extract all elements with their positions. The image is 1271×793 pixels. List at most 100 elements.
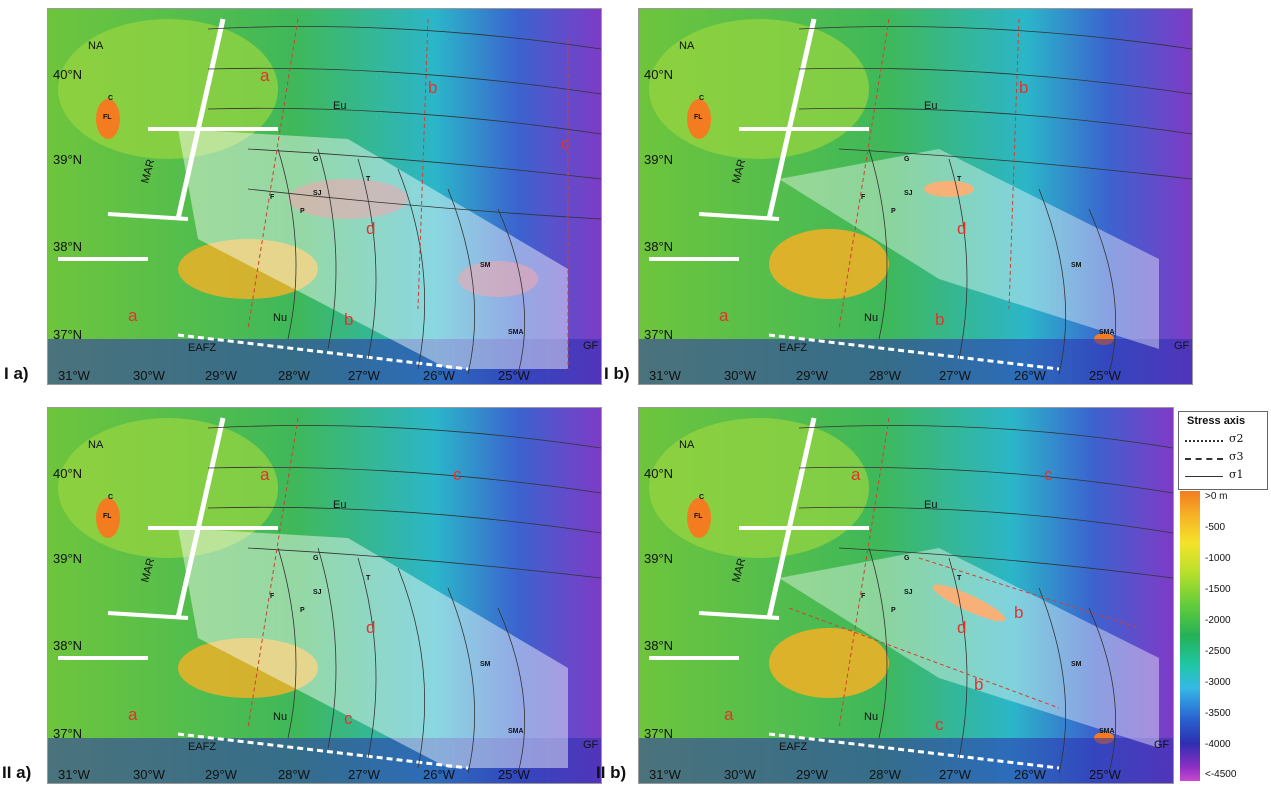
plate-label-eu: Eu <box>924 499 937 511</box>
zone-label: a <box>719 306 729 325</box>
lon-label: 27°W <box>939 368 972 383</box>
colorbar-tick: -1500 <box>1205 584 1231 595</box>
zone-label: c <box>561 134 570 153</box>
panel-label-iia: II a) <box>2 763 32 782</box>
island-label: G <box>904 555 910 562</box>
island-label: FL <box>103 513 112 520</box>
island-label: C <box>699 95 704 102</box>
stress-axis-legend: Stress axis σ2 σ3 σ1 <box>1178 411 1268 490</box>
plate-label-eu: Eu <box>924 100 937 112</box>
island-label: P <box>891 208 896 215</box>
lon-label: 31°W <box>58 368 91 383</box>
island-label: C <box>108 494 113 501</box>
feature-label-eafz: EAFZ <box>779 741 807 753</box>
map-panel-ia: 31°W 30°W 29°W 28°W 27°W 26°W 25°W 40°N … <box>47 8 602 385</box>
island-label: G <box>313 555 319 562</box>
island-label: F <box>861 194 866 201</box>
island-label: SMA <box>1099 728 1115 735</box>
lon-label: 26°W <box>423 368 456 383</box>
lon-label: 31°W <box>58 767 91 782</box>
island-label: SM <box>1071 661 1082 668</box>
lon-label: 31°W <box>649 368 682 383</box>
island-label: T <box>366 176 371 183</box>
legend-item-sigma3: σ3 <box>1185 450 1261 466</box>
lon-label: 30°W <box>133 368 166 383</box>
lon-label: 25°W <box>498 767 531 782</box>
zone-label: b <box>1014 603 1023 622</box>
zone-label: b <box>1019 78 1028 97</box>
bathymetry-map: 31°W 30°W 29°W 28°W 27°W 26°W 25°W 40°N … <box>639 9 1192 384</box>
lon-label: 29°W <box>796 767 829 782</box>
lon-label: 25°W <box>1089 368 1122 383</box>
colorbar-tick: -3000 <box>1205 677 1231 688</box>
island-label: P <box>300 208 305 215</box>
lon-label: 26°W <box>1014 368 1047 383</box>
zone-label: d <box>366 219 375 238</box>
plate-label-nu: Nu <box>864 312 878 324</box>
zone-label: a <box>128 705 138 724</box>
panel-label-ia: I a) <box>4 364 29 383</box>
island-label: C <box>108 95 113 102</box>
legend-symbol: σ1 <box>1229 468 1244 481</box>
lat-label: 40°N <box>53 466 82 481</box>
lon-label: 28°W <box>278 767 311 782</box>
feature-label-eafz: EAFZ <box>188 741 216 753</box>
lon-label: 28°W <box>278 368 311 383</box>
lon-label: 25°W <box>1089 767 1122 782</box>
feature-label-eafz: EAFZ <box>779 342 807 354</box>
feature-label-gf: GF <box>583 739 599 751</box>
plate-label-na: NA <box>679 40 695 52</box>
island-label: F <box>270 194 275 201</box>
zone-label: d <box>366 618 375 637</box>
island-label: SMA <box>1099 329 1115 336</box>
panel-label-ib: I b) <box>604 364 630 383</box>
colorbar-tick: >0 m <box>1205 491 1228 502</box>
lon-label: 30°W <box>133 767 166 782</box>
lat-label: 37°N <box>644 726 673 741</box>
island-label: F <box>861 593 866 600</box>
colorbar-tick: -500 <box>1205 522 1226 533</box>
lon-label: 25°W <box>498 368 531 383</box>
island-label: SJ <box>313 589 322 596</box>
island-label: SM <box>480 262 491 269</box>
island-label: G <box>904 156 910 163</box>
lon-label: 27°W <box>348 767 381 782</box>
dashed-line-icon <box>1185 458 1223 460</box>
zone-label: d <box>957 618 966 637</box>
dotted-line-icon <box>1185 440 1223 442</box>
zone-label: a <box>260 66 270 85</box>
zone-label: b <box>344 310 353 329</box>
island-label: T <box>957 176 962 183</box>
lat-label: 37°N <box>644 327 673 342</box>
lat-label: 38°N <box>53 638 82 653</box>
map-panel-ib: 31°W 30°W 29°W 28°W 27°W 26°W 25°W 40°N … <box>638 8 1193 385</box>
lon-label: 29°W <box>796 368 829 383</box>
island-label: G <box>313 156 319 163</box>
island-label: SMA <box>508 728 524 735</box>
legend-item-sigma1: σ1 <box>1185 468 1261 484</box>
island-label: F <box>270 593 275 600</box>
zone-label: b <box>935 310 944 329</box>
island-label: SMA <box>508 329 524 336</box>
lat-label: 38°N <box>644 239 673 254</box>
island-label: SJ <box>904 190 913 197</box>
lat-label: 40°N <box>644 67 673 82</box>
legend-symbol: σ2 <box>1229 432 1244 445</box>
plate-label-eu: Eu <box>333 100 346 112</box>
lon-label: 29°W <box>205 767 238 782</box>
zone-label: d <box>957 219 966 238</box>
island-label: SJ <box>313 190 322 197</box>
island-label: P <box>300 607 305 614</box>
lat-label: 39°N <box>644 551 673 566</box>
zone-label: c <box>344 709 353 728</box>
island-label: SJ <box>904 589 913 596</box>
lon-label: 28°W <box>869 368 902 383</box>
lon-label: 26°W <box>423 767 456 782</box>
lat-label: 39°N <box>53 551 82 566</box>
bathymetry-map: 31°W 30°W 29°W 28°W 27°W 26°W 25°W 40°N … <box>48 408 601 783</box>
feature-label-gf: GF <box>1154 739 1170 751</box>
island-label: SM <box>1071 262 1082 269</box>
lat-label: 38°N <box>644 638 673 653</box>
lat-label: 40°N <box>53 67 82 82</box>
lon-label: 31°W <box>649 767 682 782</box>
